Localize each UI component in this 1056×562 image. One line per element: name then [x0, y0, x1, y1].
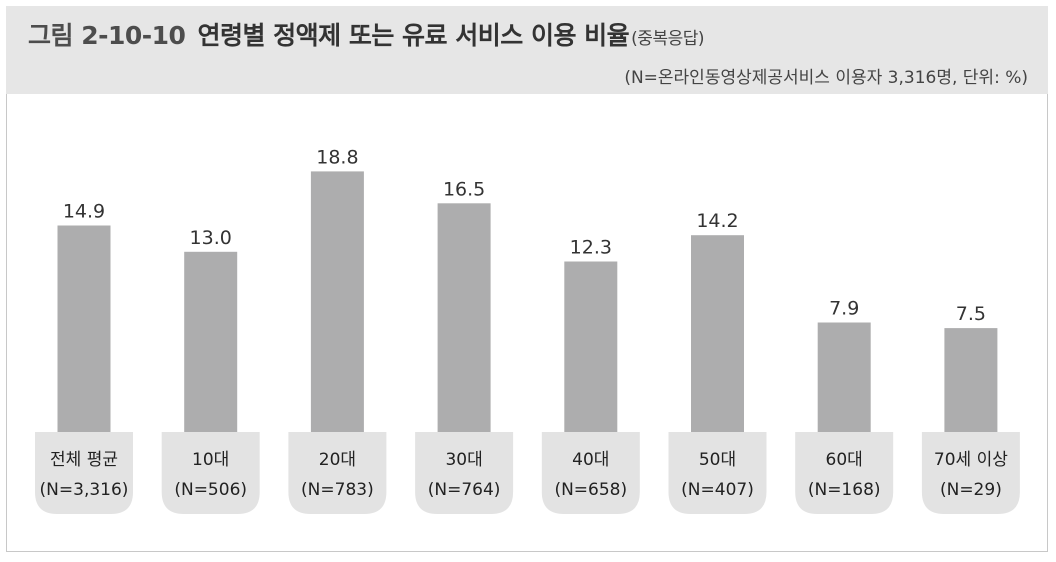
category-tab-4 — [541, 432, 640, 514]
value-label-4: 12.3 — [570, 237, 612, 259]
category-label-7: 70세 이상 — [934, 450, 1008, 470]
figure-number: 그림 2-10-10 — [28, 21, 186, 50]
bar-2 — [310, 171, 364, 432]
category-tab-0 — [35, 432, 133, 514]
title-note: (중복응답) — [631, 29, 704, 49]
bar-1 — [184, 251, 238, 432]
category-tab-2 — [288, 432, 387, 514]
category-tab-3 — [415, 432, 514, 514]
category-n-7: (N=29) — [940, 480, 1002, 500]
figure-subtitle: (N=온라인동영상제공서비스 이용자 3,316명, 단위: %) — [624, 68, 1028, 88]
bar-4 — [564, 261, 618, 432]
value-label-3: 16.5 — [443, 178, 485, 200]
category-tab-6 — [795, 432, 894, 514]
title-text: 연령별 정액제 또는 유료 서비스 이용 비율 — [197, 21, 630, 50]
category-n-6: (N=168) — [808, 480, 881, 500]
bar-0 — [57, 225, 111, 432]
category-n-5: (N=407) — [681, 480, 754, 500]
category-label-0: 전체 평균 — [50, 450, 118, 470]
value-label-1: 13.0 — [190, 227, 232, 249]
bar-6 — [817, 322, 871, 432]
category-tab-7 — [921, 432, 1020, 514]
figure-header: 그림 2-10-10 연령별 정액제 또는 유료 서비스 이용 비율 (중복응답) … — [6, 6, 1048, 94]
value-label-5: 14.2 — [696, 210, 738, 232]
value-label-0: 14.9 — [63, 201, 105, 223]
value-label-6: 7.9 — [829, 298, 859, 320]
bar-5 — [691, 235, 744, 432]
category-tab-5 — [668, 432, 767, 514]
category-n-4: (N=658) — [554, 480, 627, 500]
category-label-3: 30대 — [445, 450, 482, 470]
category-label-5: 50대 — [699, 450, 736, 470]
category-label-6: 60대 — [826, 450, 863, 470]
bar-3 — [437, 203, 491, 432]
category-n-3: (N=764) — [428, 480, 501, 500]
figure-title: 그림 2-10-10 연령별 정액제 또는 유료 서비스 이용 비율 (중복응답) — [28, 16, 704, 52]
category-label-1: 10대 — [192, 450, 229, 470]
category-n-1: (N=506) — [174, 480, 247, 500]
bar-7 — [944, 328, 998, 432]
category-label-2: 20대 — [319, 450, 356, 470]
category-n-0: (N=3,316) — [40, 480, 129, 500]
category-label-4: 40대 — [572, 450, 609, 470]
value-label-7: 7.5 — [956, 303, 986, 325]
category-n-2: (N=783) — [301, 480, 374, 500]
value-label-2: 18.8 — [316, 146, 358, 168]
category-tab-1 — [161, 432, 260, 514]
